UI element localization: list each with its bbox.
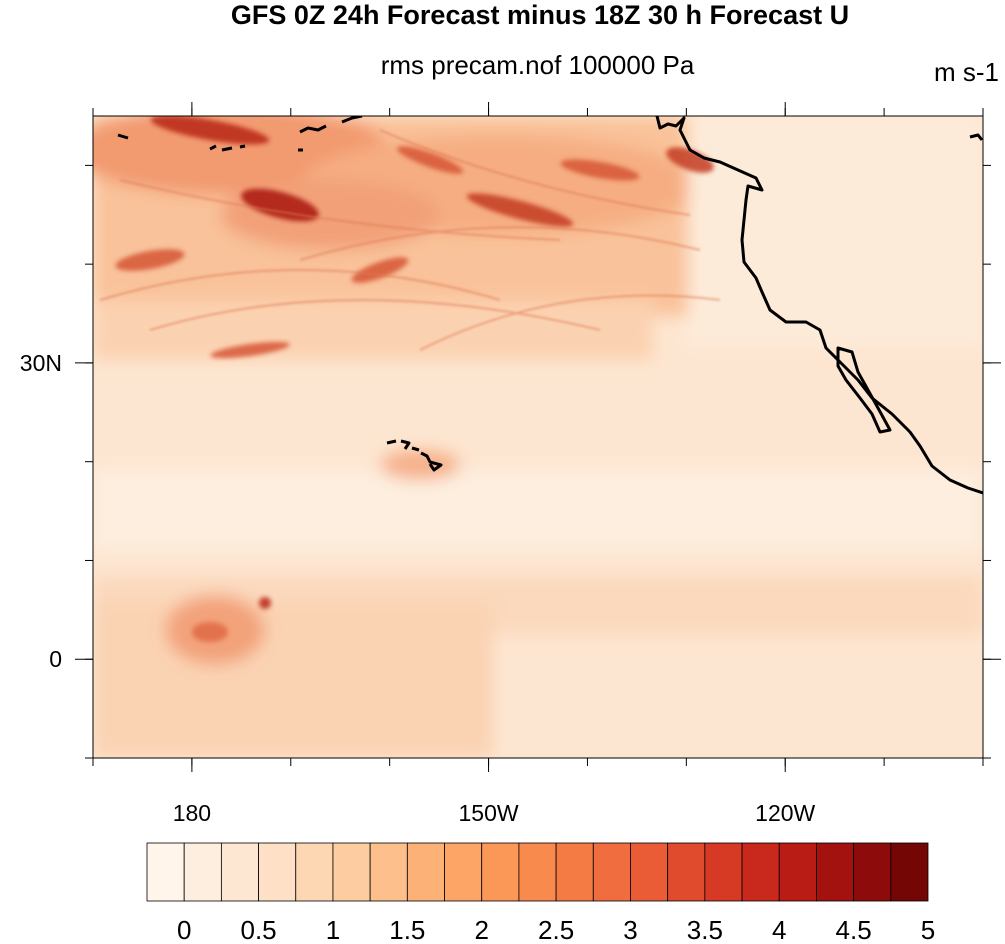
north-america-coast <box>655 116 983 495</box>
y-tick-label: 30N <box>20 350 62 376</box>
colorbar-swatch <box>146 842 185 902</box>
baja-california <box>836 346 892 434</box>
colorbar-swatch <box>481 842 520 902</box>
x-tick-label: 180 <box>173 800 211 826</box>
colorbar-swatch <box>444 842 483 902</box>
colorbar-swatch <box>332 842 371 902</box>
colorbar-label: 0.5 <box>240 915 276 944</box>
colorbar: 0 0.5 1 1.5 2 2.5 3 3.5 4 4.5 5 <box>146 842 935 944</box>
canada-coast <box>969 133 983 141</box>
colorbar-swatch <box>369 842 408 902</box>
field-shading <box>93 116 983 758</box>
aleutian-islands <box>117 116 363 152</box>
colorbar-swatch <box>667 842 706 902</box>
colorbar-swatch <box>741 842 780 902</box>
colorbar-swatch <box>816 842 855 902</box>
colorbar-swatch <box>258 842 297 902</box>
colorbar-label: 3.5 <box>687 915 723 944</box>
colorbar-label: 1.5 <box>389 915 425 944</box>
x-tick-label: 120W <box>755 800 815 826</box>
chart-title: GFS 0Z 24h Forecast minus 18Z 30 h Forec… <box>230 0 850 30</box>
y-tick-label: 0 <box>49 646 62 672</box>
colorbar-label: 2 <box>474 915 488 944</box>
colorbar-swatch <box>630 842 669 902</box>
colorbar-swatch <box>890 842 929 902</box>
colorbar-swatch <box>220 842 259 902</box>
colorbar-swatch <box>555 842 594 902</box>
units-label: m s-1 <box>934 57 999 87</box>
y-axis: 30N 0 <box>20 350 1001 672</box>
colorbar-label: 0 <box>177 915 191 944</box>
x-axis: 180 150W 120W <box>173 102 816 826</box>
colorbar-swatch <box>853 842 892 902</box>
colorbar-swatch <box>295 842 334 902</box>
colorbar-label: 4 <box>772 915 786 944</box>
colorbar-label: 2.5 <box>538 915 574 944</box>
colorbar-swatch <box>406 842 445 902</box>
x-tick-label: 150W <box>459 800 519 826</box>
chart-subtitle: rms precam.nof 100000 Pa <box>380 50 695 80</box>
colorbar-swatch <box>704 842 743 902</box>
colorbar-swatch <box>592 842 631 902</box>
colorbar-label: 5 <box>921 915 935 944</box>
colorbar-swatch <box>518 842 557 902</box>
coastlines <box>117 116 983 495</box>
colorbar-label: 1 <box>326 915 340 944</box>
colorbar-label: 3 <box>623 915 637 944</box>
map-frame <box>92 115 984 759</box>
colorbar-label: 4.5 <box>836 915 872 944</box>
colorbar-swatch <box>183 842 222 902</box>
hawaii-islands <box>386 439 443 472</box>
colorbar-swatch <box>778 842 817 902</box>
